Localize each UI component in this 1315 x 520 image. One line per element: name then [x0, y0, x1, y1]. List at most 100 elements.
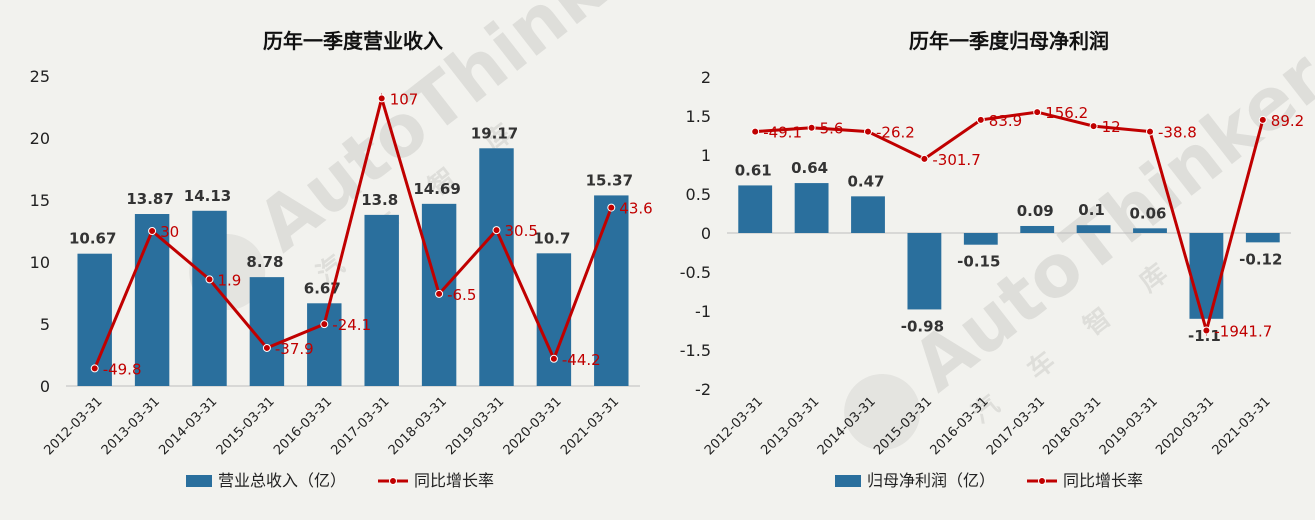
growth-rate-point: [864, 127, 872, 136]
bar-value-label: 13.87: [126, 190, 173, 208]
growth-rate-label: 12: [1102, 118, 1121, 136]
x-tick-label: 2020-03-31: [501, 394, 565, 458]
growth-rate-point: [1089, 122, 1098, 131]
growth-rate-point: [920, 154, 929, 163]
bar: [1245, 233, 1280, 243]
growth-rate-point: [90, 364, 99, 373]
y-tick-label: -0.5: [680, 263, 711, 282]
legend-bar-swatch: [186, 475, 212, 487]
x-tick-label: 2012-03-31: [41, 394, 105, 458]
growth-rate-point: [1146, 127, 1154, 136]
x-tick-label: 2014-03-31: [156, 394, 220, 458]
bar-value-label: 0.61: [735, 161, 772, 179]
bar-value-label: 14.13: [184, 187, 231, 205]
x-tick-label: 2020-03-31: [1153, 394, 1217, 458]
growth-rate-point: [976, 115, 985, 124]
growth-rate-point: [807, 123, 816, 132]
bar-value-label: 13.8: [361, 191, 398, 209]
y-tick-label: -1: [695, 302, 711, 321]
bar: [738, 185, 773, 233]
x-tick-label: 2016-03-31: [271, 394, 335, 458]
y-tick-label: 0.5: [686, 185, 711, 204]
x-tick-label: 2013-03-31: [99, 394, 163, 458]
bar: [594, 195, 629, 386]
growth-rate-label: -49.8: [103, 360, 142, 378]
bar: [1076, 225, 1111, 233]
x-tick-label: 2018-03-31: [1040, 394, 1104, 458]
bar-value-label: 10.67: [69, 230, 116, 248]
growth-rate-point: [549, 354, 558, 363]
growth-rate-label: -1941.7: [1214, 323, 1272, 341]
growth-rate-label: -49.1: [763, 124, 802, 142]
bar: [77, 253, 112, 386]
legend-bar-label: 营业总收入（亿）: [218, 471, 346, 490]
bar: [1133, 228, 1167, 233]
watermark-text: AutoThinker: [897, 35, 1315, 408]
bar-value-label: 0.64: [791, 159, 828, 177]
bar-value-label: -0.12: [1239, 250, 1282, 268]
legend-bar-swatch: [835, 475, 861, 487]
growth-rate-label: -26.2: [876, 124, 915, 142]
bar: [851, 196, 885, 233]
bar: [907, 233, 942, 310]
growth-rate-label: 30: [160, 223, 179, 241]
growth-rate-point: [377, 94, 386, 103]
legend-line-label: 同比增长率: [1063, 471, 1143, 490]
bar-value-label: 0.09: [1017, 202, 1054, 220]
net-profit-chart-panel: AutoThinker 汽 车 智 库历年一季度归母净利润 2 1.5 1 0.5 0 -0.…: [655, 0, 1315, 520]
y-tick-label: 0: [40, 377, 50, 396]
legend-line-marker: [389, 477, 397, 485]
growth-rate-line: [93, 92, 613, 370]
growth-rate-point: [492, 226, 501, 235]
x-tick-label: 2013-03-31: [758, 394, 822, 458]
growth-rate-label: 89.2: [1271, 112, 1304, 130]
y-tick-label: 1: [701, 146, 711, 165]
growth-rate-point: [607, 203, 616, 212]
bar-value-label: 10.7: [533, 229, 570, 247]
growth-rate-point: [148, 227, 157, 235]
bar-value-label: 19.17: [471, 124, 518, 142]
bar: [249, 277, 285, 386]
growth-rate-label: 43.6: [619, 200, 652, 218]
y-tick-label: 2: [701, 68, 711, 87]
y-tick-label: -1.5: [680, 341, 711, 360]
y-tick-label: 1.5: [686, 107, 711, 126]
bar-value-label: 8.78: [246, 253, 283, 271]
legend-bar-label: 归母净利润（亿）: [867, 471, 995, 490]
chart-title: 历年一季度归母净利润: [909, 29, 1109, 53]
chart-title: 历年一季度营业收入: [263, 29, 443, 53]
legend-line-marker: [1038, 477, 1046, 485]
growth-rate-point: [320, 320, 329, 329]
x-tick-label: 2021-03-31: [1210, 394, 1274, 458]
bar: [307, 303, 342, 386]
growth-rate-point: [751, 127, 760, 136]
growth-rate-point: [205, 275, 214, 284]
growth-rate-label: -24.1: [332, 316, 371, 334]
bar: [963, 233, 998, 245]
y-tick-label: 15: [30, 191, 50, 210]
y-tick-label: 20: [30, 129, 50, 148]
bar-value-label: 0.06: [1129, 204, 1166, 222]
growth-rate-label: -37.9: [275, 340, 314, 358]
x-tick-label: 2019-03-31: [1097, 394, 1161, 458]
growth-rate-label: 83.9: [989, 112, 1022, 130]
bar: [479, 148, 514, 386]
bar-value-label: 14.69: [413, 180, 460, 198]
revenue-chart-panel: AutoThinker 汽 车 智 库历年一季度营业收入 25 20 15 10 5 0 10.…: [30, 0, 660, 490]
x-tick-label: 2015-03-31: [214, 394, 278, 458]
bar-value-label: -0.15: [957, 253, 1000, 271]
bar: [134, 214, 170, 386]
legend: 归母净利润（亿） 同比增长率: [835, 471, 1143, 490]
growth-rate-label: -301.7: [932, 151, 980, 169]
bar: [536, 253, 572, 386]
x-tick-label: 2012-03-31: [702, 394, 766, 458]
growth-rate-label: -38.8: [1158, 124, 1197, 142]
growth-rate-point: [262, 343, 271, 352]
growth-rate-label: 30.5: [505, 222, 538, 240]
y-tick-label: 10: [30, 253, 50, 272]
growth-rate-label: -6.5: [447, 286, 476, 304]
growth-rate-label: 107: [390, 90, 419, 108]
x-tick-label: 2018-03-31: [386, 394, 450, 458]
